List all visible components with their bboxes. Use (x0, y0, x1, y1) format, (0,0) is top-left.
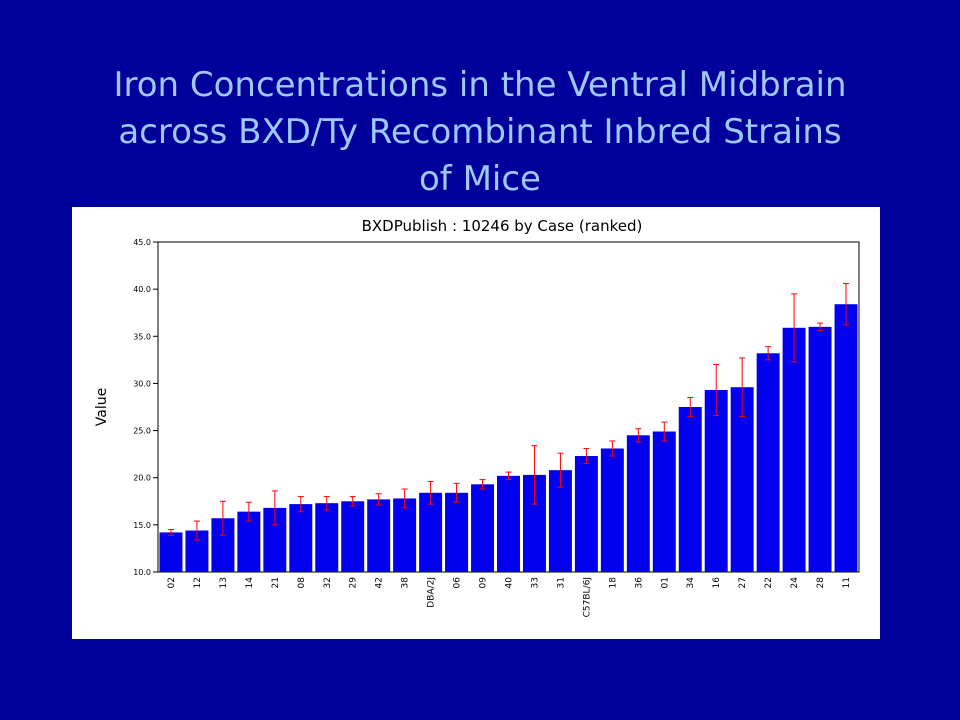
bar (445, 492, 469, 572)
x-tick-label: 34 (686, 577, 696, 589)
x-tick-label: 40 (505, 577, 515, 589)
bar (782, 327, 806, 572)
x-tick-label: 36 (634, 577, 644, 589)
y-tick-label: 20.0 (133, 474, 151, 483)
x-tick-label: 09 (479, 577, 489, 589)
bar (704, 390, 728, 572)
y-tick-label: 40.0 (133, 285, 151, 294)
x-tick-label: C57BL/6J (582, 577, 592, 617)
x-tick-label: 11 (842, 577, 852, 588)
bar (185, 530, 209, 572)
bar-chart: BXDPublish : 10246 by Case (ranked) Valu… (94, 217, 860, 617)
bar (522, 474, 546, 572)
x-tick-label: 27 (738, 577, 748, 588)
x-tick-label: 14 (245, 577, 255, 589)
x-tick-label: 29 (349, 577, 359, 589)
x-tick-label: 01 (660, 577, 670, 588)
y-tick-label: 35.0 (133, 332, 151, 341)
bar (756, 353, 780, 572)
bar (730, 387, 754, 572)
bar (548, 470, 572, 572)
y-tick-label: 25.0 (133, 427, 151, 436)
bar (652, 431, 676, 572)
x-tick-label: 16 (712, 577, 722, 589)
slide-title: Iron Concentrations in the Ventral Midbr… (40, 62, 920, 203)
x-tick-label: 38 (401, 577, 411, 589)
x-tick-label: 33 (530, 577, 540, 588)
x-tick-label: 22 (764, 577, 774, 588)
bar (626, 435, 650, 572)
chart-title: BXDPublish : 10246 by Case (ranked) (362, 217, 643, 235)
x-tick-label: DBA/2J (427, 577, 437, 608)
x-tick-label: 08 (297, 577, 307, 589)
bar (315, 503, 339, 572)
x-tick-label: 02 (167, 577, 177, 588)
slide-title-line-1: Iron Concentrations in the Ventral Midbr… (113, 65, 847, 105)
x-tick-label: 06 (453, 577, 463, 589)
bar (574, 456, 598, 572)
y-tick-label: 45.0 (133, 238, 151, 247)
bar (678, 407, 702, 572)
bar (471, 484, 495, 572)
plot-area: 10.0 15.0 20.0 25.0 30.0 35.0 40.0 45.0 02 12 13 14… (133, 238, 860, 617)
y-tick-label: 15.0 (133, 521, 151, 530)
chart-panel: BXDPublish : 10246 by Case (ranked) Valu… (72, 207, 880, 639)
y-tick-label: 10.0 (133, 568, 151, 577)
slide-title-line-2: across BXD/Ty Recombinant Inbred Strains (118, 112, 842, 152)
bar (159, 532, 183, 572)
y-axis-title: Value (94, 388, 110, 426)
x-tick-label: 18 (608, 577, 618, 589)
bar (419, 492, 443, 572)
bar (834, 304, 858, 572)
bar (497, 475, 520, 572)
bar (600, 448, 624, 572)
x-tick-label: 21 (271, 577, 281, 588)
bar (341, 501, 365, 572)
bar (237, 511, 261, 572)
bar (263, 507, 287, 572)
x-tick-label: 12 (193, 577, 203, 588)
x-tick-label: 13 (219, 577, 229, 588)
slide-title-line-3: of Mice (419, 159, 541, 199)
y-tick-label: 30.0 (133, 379, 151, 388)
bar (393, 498, 417, 572)
bar (367, 499, 391, 572)
x-tick-label: 28 (816, 577, 826, 589)
x-tick-label: 24 (790, 577, 800, 589)
bar (211, 518, 235, 572)
x-tick-label: 31 (556, 577, 566, 588)
x-tick-label: 42 (375, 577, 385, 588)
bar (808, 326, 832, 572)
x-tick-label: 32 (323, 577, 333, 588)
bar (289, 504, 313, 572)
